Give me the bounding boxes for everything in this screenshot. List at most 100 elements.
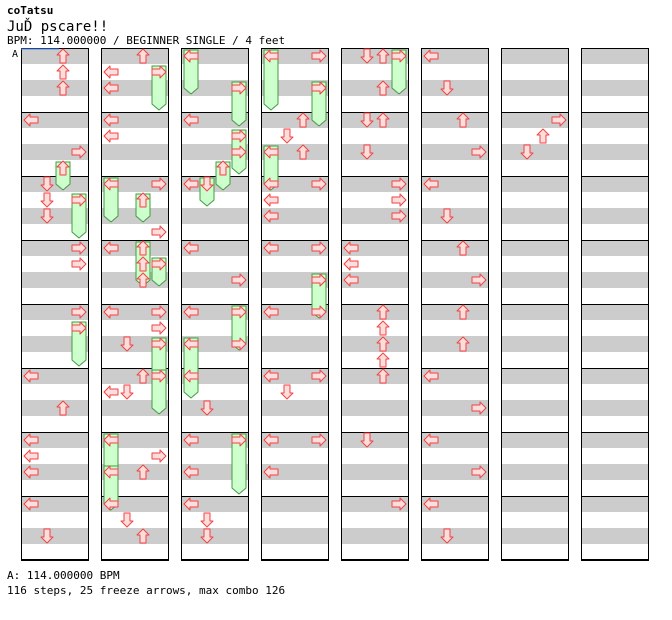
left-arrow-icon <box>23 433 39 447</box>
left-arrow-icon <box>103 465 119 479</box>
left-arrow-icon <box>23 369 39 383</box>
beat-stripe <box>421 304 489 320</box>
up-arrow-icon <box>136 192 150 208</box>
column-border <box>261 48 329 560</box>
beat-stripe <box>501 336 569 352</box>
up-arrow-icon <box>456 112 470 128</box>
column-border <box>101 48 169 560</box>
beat-stripe <box>21 144 89 160</box>
left-arrow-icon <box>343 241 359 255</box>
left-arrow-icon <box>423 49 439 63</box>
right-arrow-icon <box>151 449 167 463</box>
bpm-legend: A: 114.000000 BPM <box>7 569 120 582</box>
left-arrow-icon <box>183 497 199 511</box>
down-arrow-icon <box>40 192 54 208</box>
left-arrow-icon <box>263 241 279 255</box>
up-arrow-icon <box>136 272 150 288</box>
right-arrow-icon <box>391 177 407 191</box>
left-arrow-icon <box>103 241 119 255</box>
beat-stripe <box>501 80 569 96</box>
beat-stripe <box>21 272 89 288</box>
up-arrow-icon <box>376 336 390 352</box>
right-arrow-icon <box>231 305 247 319</box>
down-arrow-icon <box>200 176 214 192</box>
left-arrow-icon <box>183 337 199 351</box>
beat-stripe <box>181 496 249 512</box>
freeze-arrow <box>71 193 87 239</box>
down-arrow-icon <box>200 512 214 528</box>
beat-stripe <box>501 208 569 224</box>
beat-stripe <box>21 240 89 256</box>
right-arrow-icon <box>151 369 167 383</box>
beat-stripe <box>21 528 89 544</box>
left-arrow-icon <box>103 433 119 447</box>
column-border <box>341 48 409 560</box>
beat-stripe <box>421 400 489 416</box>
freeze-arrow <box>183 337 199 399</box>
down-arrow-icon <box>360 48 374 64</box>
beat-stripe <box>21 368 89 384</box>
left-arrow-icon <box>423 369 439 383</box>
left-arrow-icon <box>263 145 279 159</box>
freeze-arrow <box>151 65 167 111</box>
right-arrow-icon <box>231 337 247 351</box>
column-border <box>501 48 569 560</box>
beat-stripe <box>421 432 489 448</box>
freeze-arrow <box>231 433 247 495</box>
right-arrow-icon <box>311 369 327 383</box>
beat-stripe <box>21 432 89 448</box>
beat-stripe <box>421 528 489 544</box>
up-arrow-icon <box>56 160 70 176</box>
beat-stripe <box>501 464 569 480</box>
left-arrow-icon <box>183 241 199 255</box>
beat-stripe <box>581 208 649 224</box>
beat-stripe <box>581 368 649 384</box>
up-arrow-icon <box>56 80 70 96</box>
freeze-arrow <box>71 321 87 367</box>
beat-stripe <box>341 208 409 224</box>
beat-stripe <box>501 528 569 544</box>
beat-stripe <box>581 112 649 128</box>
right-arrow-icon <box>391 193 407 207</box>
beat-stripe <box>581 528 649 544</box>
beat-stripe <box>501 240 569 256</box>
beat-stripe <box>101 240 169 256</box>
up-arrow-icon <box>456 336 470 352</box>
song-title: JuĎ pscare!! <box>7 19 109 35</box>
beat-stripe <box>421 272 489 288</box>
up-arrow-icon <box>296 112 310 128</box>
right-arrow-icon <box>151 257 167 271</box>
beat-stripe <box>581 304 649 320</box>
beat-stripe <box>341 336 409 352</box>
left-arrow-icon <box>23 449 39 463</box>
beat-stripe <box>21 400 89 416</box>
left-arrow-icon <box>183 305 199 319</box>
down-arrow-icon <box>120 384 134 400</box>
left-arrow-icon <box>183 465 199 479</box>
beat-stripe <box>341 432 409 448</box>
left-arrow-icon <box>183 113 199 127</box>
column-border <box>421 48 489 560</box>
beat-stripe <box>341 272 409 288</box>
up-arrow-icon <box>136 240 150 256</box>
up-arrow-icon <box>296 144 310 160</box>
left-arrow-icon <box>343 257 359 271</box>
right-arrow-icon <box>151 177 167 191</box>
right-arrow-icon <box>231 129 247 143</box>
down-arrow-icon <box>440 208 454 224</box>
left-arrow-icon <box>263 209 279 223</box>
right-arrow-icon <box>471 273 487 287</box>
beat-stripe <box>581 400 649 416</box>
beat-stripe <box>501 176 569 192</box>
left-arrow-icon <box>103 129 119 143</box>
beat-stripe <box>421 208 489 224</box>
beat-stripe <box>261 432 329 448</box>
left-arrow-icon <box>263 305 279 319</box>
beat-stripe <box>21 464 89 480</box>
freeze-arrow <box>103 177 119 223</box>
right-arrow-icon <box>391 497 407 511</box>
beat-stripe <box>581 272 649 288</box>
up-arrow-icon <box>216 160 230 176</box>
freeze-arrow <box>263 49 279 111</box>
beat-stripe <box>261 368 329 384</box>
